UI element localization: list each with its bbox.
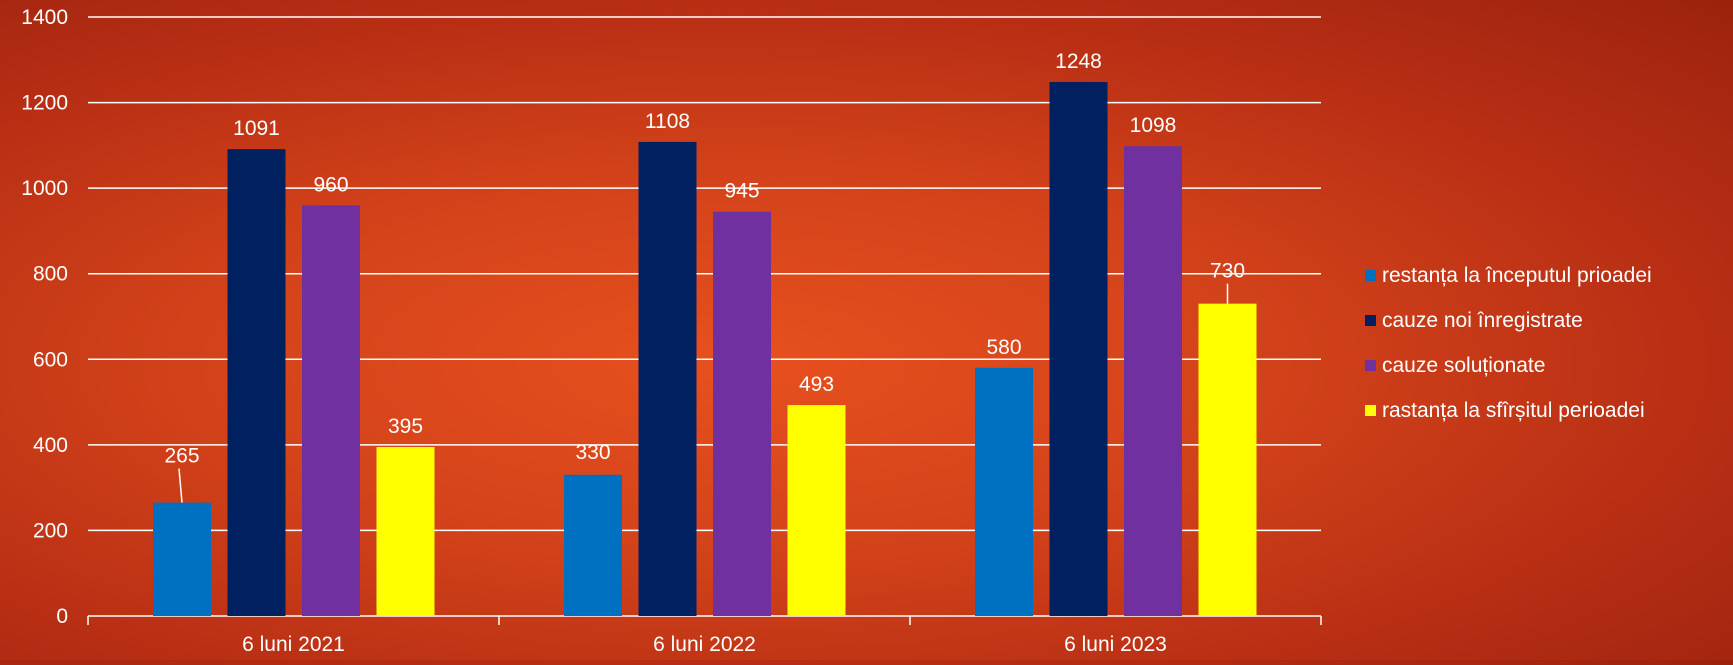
y-tick-label-1400: 1400 xyxy=(21,6,68,29)
bar-series-1-cat-1 xyxy=(153,502,211,616)
data-label-series-1-cat-2: 330 xyxy=(575,441,610,464)
data-label-series-2-cat-3: 1248 xyxy=(1055,50,1102,73)
x-tick-label-2: 6 luni 2022 xyxy=(653,633,756,656)
legend-label-series-4: rastanța la sfîrșitul perioadei xyxy=(1382,399,1645,422)
data-label-series-2-cat-2: 1108 xyxy=(645,110,690,133)
data-label-series-3-cat-1: 960 xyxy=(313,173,348,196)
chart-legend: restanța la începutul prioadei cauze noi… xyxy=(1365,253,1652,433)
legend-label-series-3: cauze soluționate xyxy=(1382,354,1546,377)
data-label-series-1-cat-1: 265 xyxy=(164,445,199,468)
bar-series-4-cat-1 xyxy=(376,446,435,616)
bar-series-1-cat-2 xyxy=(564,474,622,616)
legend-label-series-2: cauze noi înregistrate xyxy=(1382,309,1583,332)
y-tick-label-400: 400 xyxy=(33,434,68,457)
x-tick-label-1: 6 luni 2021 xyxy=(242,633,345,656)
bar-series-3-cat-3 xyxy=(1124,146,1182,616)
legend-item-series-1: restanța la începutul prioadei xyxy=(1365,253,1652,298)
bar-series-1-cat-3 xyxy=(975,367,1033,616)
bar-series-3-cat-1 xyxy=(302,205,360,616)
legend-item-series-3: cauze soluționate xyxy=(1365,343,1652,388)
leader-line-series-1-cat-1 xyxy=(178,468,183,503)
legend-swatch-series-3 xyxy=(1365,360,1376,371)
legend-swatch-series-2 xyxy=(1365,315,1376,326)
y-tick-label-600: 600 xyxy=(33,348,68,371)
y-tick-label-1000: 1000 xyxy=(21,177,68,200)
y-tick-label-1200: 1200 xyxy=(21,92,68,115)
bar-series-2-cat-3 xyxy=(1049,82,1108,616)
legend-label-series-1: restanța la începutul prioadei xyxy=(1382,264,1652,287)
bar-series-3-cat-2 xyxy=(713,211,771,617)
bar-series-2-cat-1 xyxy=(227,149,286,616)
bar-series-2-cat-2 xyxy=(638,141,697,617)
data-label-series-4-cat-2: 493 xyxy=(799,373,834,396)
data-label-series-2-cat-1: 1091 xyxy=(233,117,280,140)
data-label-series-1-cat-3: 580 xyxy=(986,336,1021,359)
bar-series-4-cat-2 xyxy=(787,405,846,616)
legend-swatch-series-4 xyxy=(1365,405,1376,416)
x-tick-label-3: 6 luni 2023 xyxy=(1064,633,1167,656)
legend-item-series-2: cauze noi înregistrate xyxy=(1365,298,1652,343)
legend-item-series-4: rastanța la sfîrșitul perioadei xyxy=(1365,388,1652,433)
bar-series-4-cat-3 xyxy=(1198,303,1257,616)
data-label-series-4-cat-1: 395 xyxy=(388,415,423,438)
data-label-series-4-cat-3: 730 xyxy=(1210,260,1245,283)
y-tick-label-200: 200 xyxy=(33,519,68,542)
y-tick-label-0: 0 xyxy=(56,605,68,628)
data-label-series-3-cat-2: 945 xyxy=(724,180,759,203)
data-label-series-3-cat-3: 1098 xyxy=(1130,114,1177,137)
y-tick-label-800: 800 xyxy=(33,263,68,286)
legend-swatch-series-1 xyxy=(1365,270,1376,281)
